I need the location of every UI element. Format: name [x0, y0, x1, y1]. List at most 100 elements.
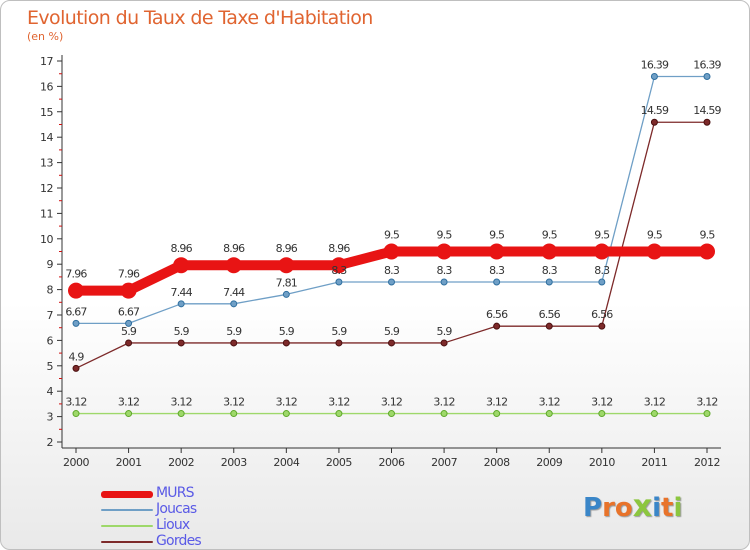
data-point — [598, 278, 606, 286]
data-point — [125, 410, 133, 418]
data-point — [72, 319, 80, 327]
data-point — [699, 243, 715, 260]
x-tick-label: 2000 — [63, 456, 89, 469]
data-label: 14.59 — [641, 104, 669, 117]
y-tick-label: 11 — [40, 207, 53, 220]
data-label: 9.5 — [437, 229, 453, 242]
data-label: 7.96 — [65, 268, 87, 281]
data-point — [278, 257, 295, 274]
data-label: 3.12 — [65, 396, 86, 409]
y-tick-label: 9 — [47, 258, 54, 271]
data-point — [335, 278, 343, 286]
data-point — [493, 410, 501, 418]
data-label: 3.12 — [591, 396, 612, 409]
series-joucas — [72, 72, 711, 327]
data-point — [173, 257, 190, 274]
x-tick-label: 2011 — [641, 456, 667, 469]
data-label: 9.5 — [699, 229, 715, 242]
data-label: 3.12 — [381, 396, 402, 409]
data-label: 9.5 — [594, 229, 610, 242]
x-tick-label: 2008 — [484, 456, 510, 469]
series-lioux — [72, 410, 711, 418]
data-point — [282, 290, 290, 298]
data-point — [230, 339, 238, 347]
x-tick-label: 2012 — [694, 456, 720, 469]
y-tick-label: 15 — [40, 106, 53, 119]
logo-letter: P — [583, 493, 603, 523]
y-tick-label: 2 — [47, 436, 54, 449]
data-label: 8.3 — [437, 264, 453, 277]
data-point — [388, 278, 395, 286]
data-point — [493, 322, 501, 330]
legend-label: Joucas — [156, 501, 197, 517]
y-tick-label: 7 — [47, 309, 54, 322]
data-label: 7.44 — [223, 286, 245, 299]
data-point — [120, 282, 137, 299]
x-tick-label: 2004 — [273, 456, 299, 469]
series-murs — [68, 243, 715, 299]
data-point — [646, 243, 663, 260]
legend-swatch — [101, 509, 153, 511]
data-point — [335, 410, 343, 418]
chart-title: Evolution du Taux de Taxe d'Habitation — [27, 7, 373, 29]
data-point — [440, 410, 448, 418]
data-label: 3.12 — [644, 396, 665, 409]
data-point — [703, 410, 711, 418]
data-point — [703, 72, 711, 80]
data-label: 8.96 — [276, 242, 298, 255]
legend-item-joucas: Joucas — [101, 501, 361, 518]
series-gordes — [72, 118, 711, 372]
y-tick-label: 8 — [47, 284, 54, 297]
data-label: 8.96 — [223, 242, 245, 255]
data-label: 3.12 — [223, 396, 244, 409]
logo-letter: o — [614, 493, 633, 523]
data-point — [383, 243, 400, 260]
data-point — [650, 72, 658, 80]
data-point — [545, 278, 553, 286]
data-label: 6.67 — [118, 305, 140, 318]
data-label: 9.5 — [489, 229, 505, 242]
data-label: 7.96 — [118, 268, 140, 281]
x-tick-label: 2007 — [431, 456, 457, 469]
y-tick-label: 6 — [47, 334, 54, 347]
data-label: 5.9 — [174, 325, 190, 338]
y-tick-label: 13 — [40, 157, 53, 170]
legend-item-murs: MURS — [101, 485, 361, 502]
x-tick-label: 2009 — [536, 456, 562, 469]
data-label: 5.9 — [331, 325, 347, 338]
data-label: 6.56 — [591, 308, 613, 321]
data-point — [703, 118, 711, 126]
data-label: 7.81 — [276, 276, 297, 289]
logo-letter: x — [632, 489, 653, 524]
data-point — [440, 278, 448, 286]
unit-label: (en %) — [27, 30, 64, 43]
x-tick-label: 2006 — [379, 456, 405, 469]
data-label: 3.12 — [328, 396, 349, 409]
data-point — [230, 410, 238, 418]
data-label: 4.9 — [68, 350, 84, 363]
logo-letter: r — [602, 493, 615, 523]
data-point — [177, 300, 185, 308]
x-tick-label: 2002 — [168, 456, 194, 469]
data-label: 16.39 — [641, 58, 669, 71]
legend-swatch — [101, 525, 153, 527]
legend-swatch — [101, 541, 153, 543]
x-tick-label: 2010 — [589, 456, 615, 469]
data-point — [177, 410, 185, 418]
data-point — [125, 319, 133, 327]
data-label: 5.9 — [121, 325, 137, 338]
data-label: 5.9 — [437, 325, 453, 338]
data-point — [177, 339, 185, 347]
data-point — [282, 410, 290, 418]
data-label: 3.12 — [539, 396, 560, 409]
data-point — [541, 243, 558, 260]
data-label: 3.12 — [433, 396, 454, 409]
legend-swatch — [101, 490, 153, 498]
data-point — [593, 243, 610, 260]
data-point — [545, 410, 553, 418]
data-label: 8.3 — [542, 264, 558, 277]
legend-label: Lioux — [156, 517, 190, 533]
data-point — [282, 339, 290, 347]
data-point — [598, 410, 606, 418]
